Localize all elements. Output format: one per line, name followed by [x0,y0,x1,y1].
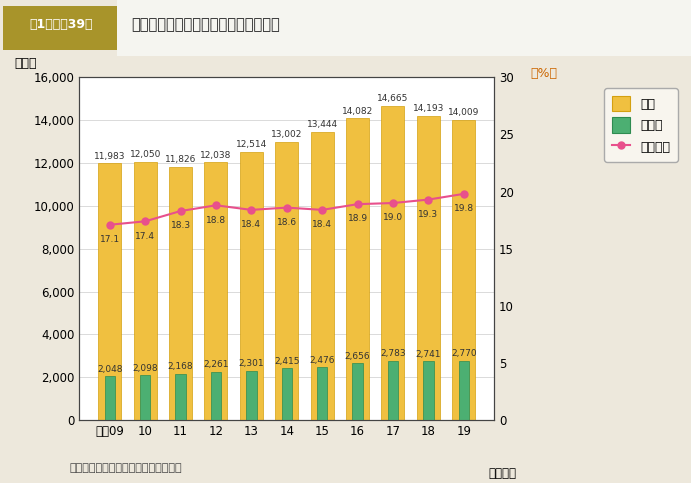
Text: 19.0: 19.0 [383,213,403,222]
Y-axis label: （%）: （%） [530,67,558,80]
Bar [381,106,404,420]
Text: 2,415: 2,415 [274,357,299,366]
Bar [98,163,122,420]
Text: （備考）　最高裁判所資料より作成。: （備考） 最高裁判所資料より作成。 [69,463,182,473]
Bar [388,361,398,420]
Text: 12,514: 12,514 [236,141,267,149]
Text: 14,082: 14,082 [342,107,373,116]
Y-axis label: （人）: （人） [15,57,37,71]
Text: 18.3: 18.3 [171,221,191,230]
Text: 18.8: 18.8 [206,215,226,225]
Bar [417,116,440,420]
Text: 2,168: 2,168 [168,362,193,371]
FancyBboxPatch shape [117,0,691,56]
Bar [211,372,221,420]
Text: 14,193: 14,193 [413,104,444,114]
Text: 2,656: 2,656 [345,352,370,361]
Bar [352,363,363,420]
Bar [104,376,115,420]
Bar [317,367,328,420]
Text: 11,826: 11,826 [165,155,196,164]
Text: 民事調停姘員に占める女性割合の推移: 民事調停姘員に占める女性割合の推移 [131,17,280,32]
Bar [282,369,292,420]
Bar [452,120,475,420]
Bar [423,361,433,420]
Text: 14,009: 14,009 [448,108,480,117]
Text: 2,741: 2,741 [415,350,441,359]
Text: 17.4: 17.4 [135,232,155,241]
Text: 2,301: 2,301 [238,359,264,369]
Text: 18.4: 18.4 [241,220,261,229]
Bar [311,132,334,420]
Text: 14,665: 14,665 [377,94,408,103]
Text: 2,048: 2,048 [97,365,122,374]
Bar [459,361,469,420]
Text: 18.9: 18.9 [348,214,368,224]
Text: 12,050: 12,050 [129,150,161,159]
Bar [169,167,192,420]
Bar [246,371,256,420]
Text: ㅨ1－特－39図: ㅨ1－特－39図 [29,18,93,31]
Bar [346,118,369,420]
Text: 11,983: 11,983 [94,152,126,161]
Text: 18.6: 18.6 [276,218,297,227]
Text: 17.1: 17.1 [100,235,120,244]
Text: 12,038: 12,038 [200,151,231,159]
Legend: 総数, 女性数, 女性割合: 総数, 女性数, 女性割合 [604,88,678,162]
Bar [176,374,186,420]
Text: 2,783: 2,783 [380,349,406,358]
Text: 19.8: 19.8 [454,204,474,213]
Bar [140,375,151,420]
Text: 19.3: 19.3 [418,210,438,219]
Text: （年度）: （年度） [489,468,516,481]
Text: 13,002: 13,002 [271,130,303,139]
Bar [133,162,157,420]
FancyBboxPatch shape [3,5,117,50]
Text: 18.4: 18.4 [312,220,332,229]
Text: 2,476: 2,476 [310,355,335,365]
Text: 2,770: 2,770 [451,349,477,358]
Text: 2,261: 2,261 [203,360,229,369]
Text: 2,098: 2,098 [133,364,158,373]
Text: 13,444: 13,444 [307,120,338,129]
Bar [240,152,263,420]
Bar [205,162,227,420]
Bar [275,142,299,420]
